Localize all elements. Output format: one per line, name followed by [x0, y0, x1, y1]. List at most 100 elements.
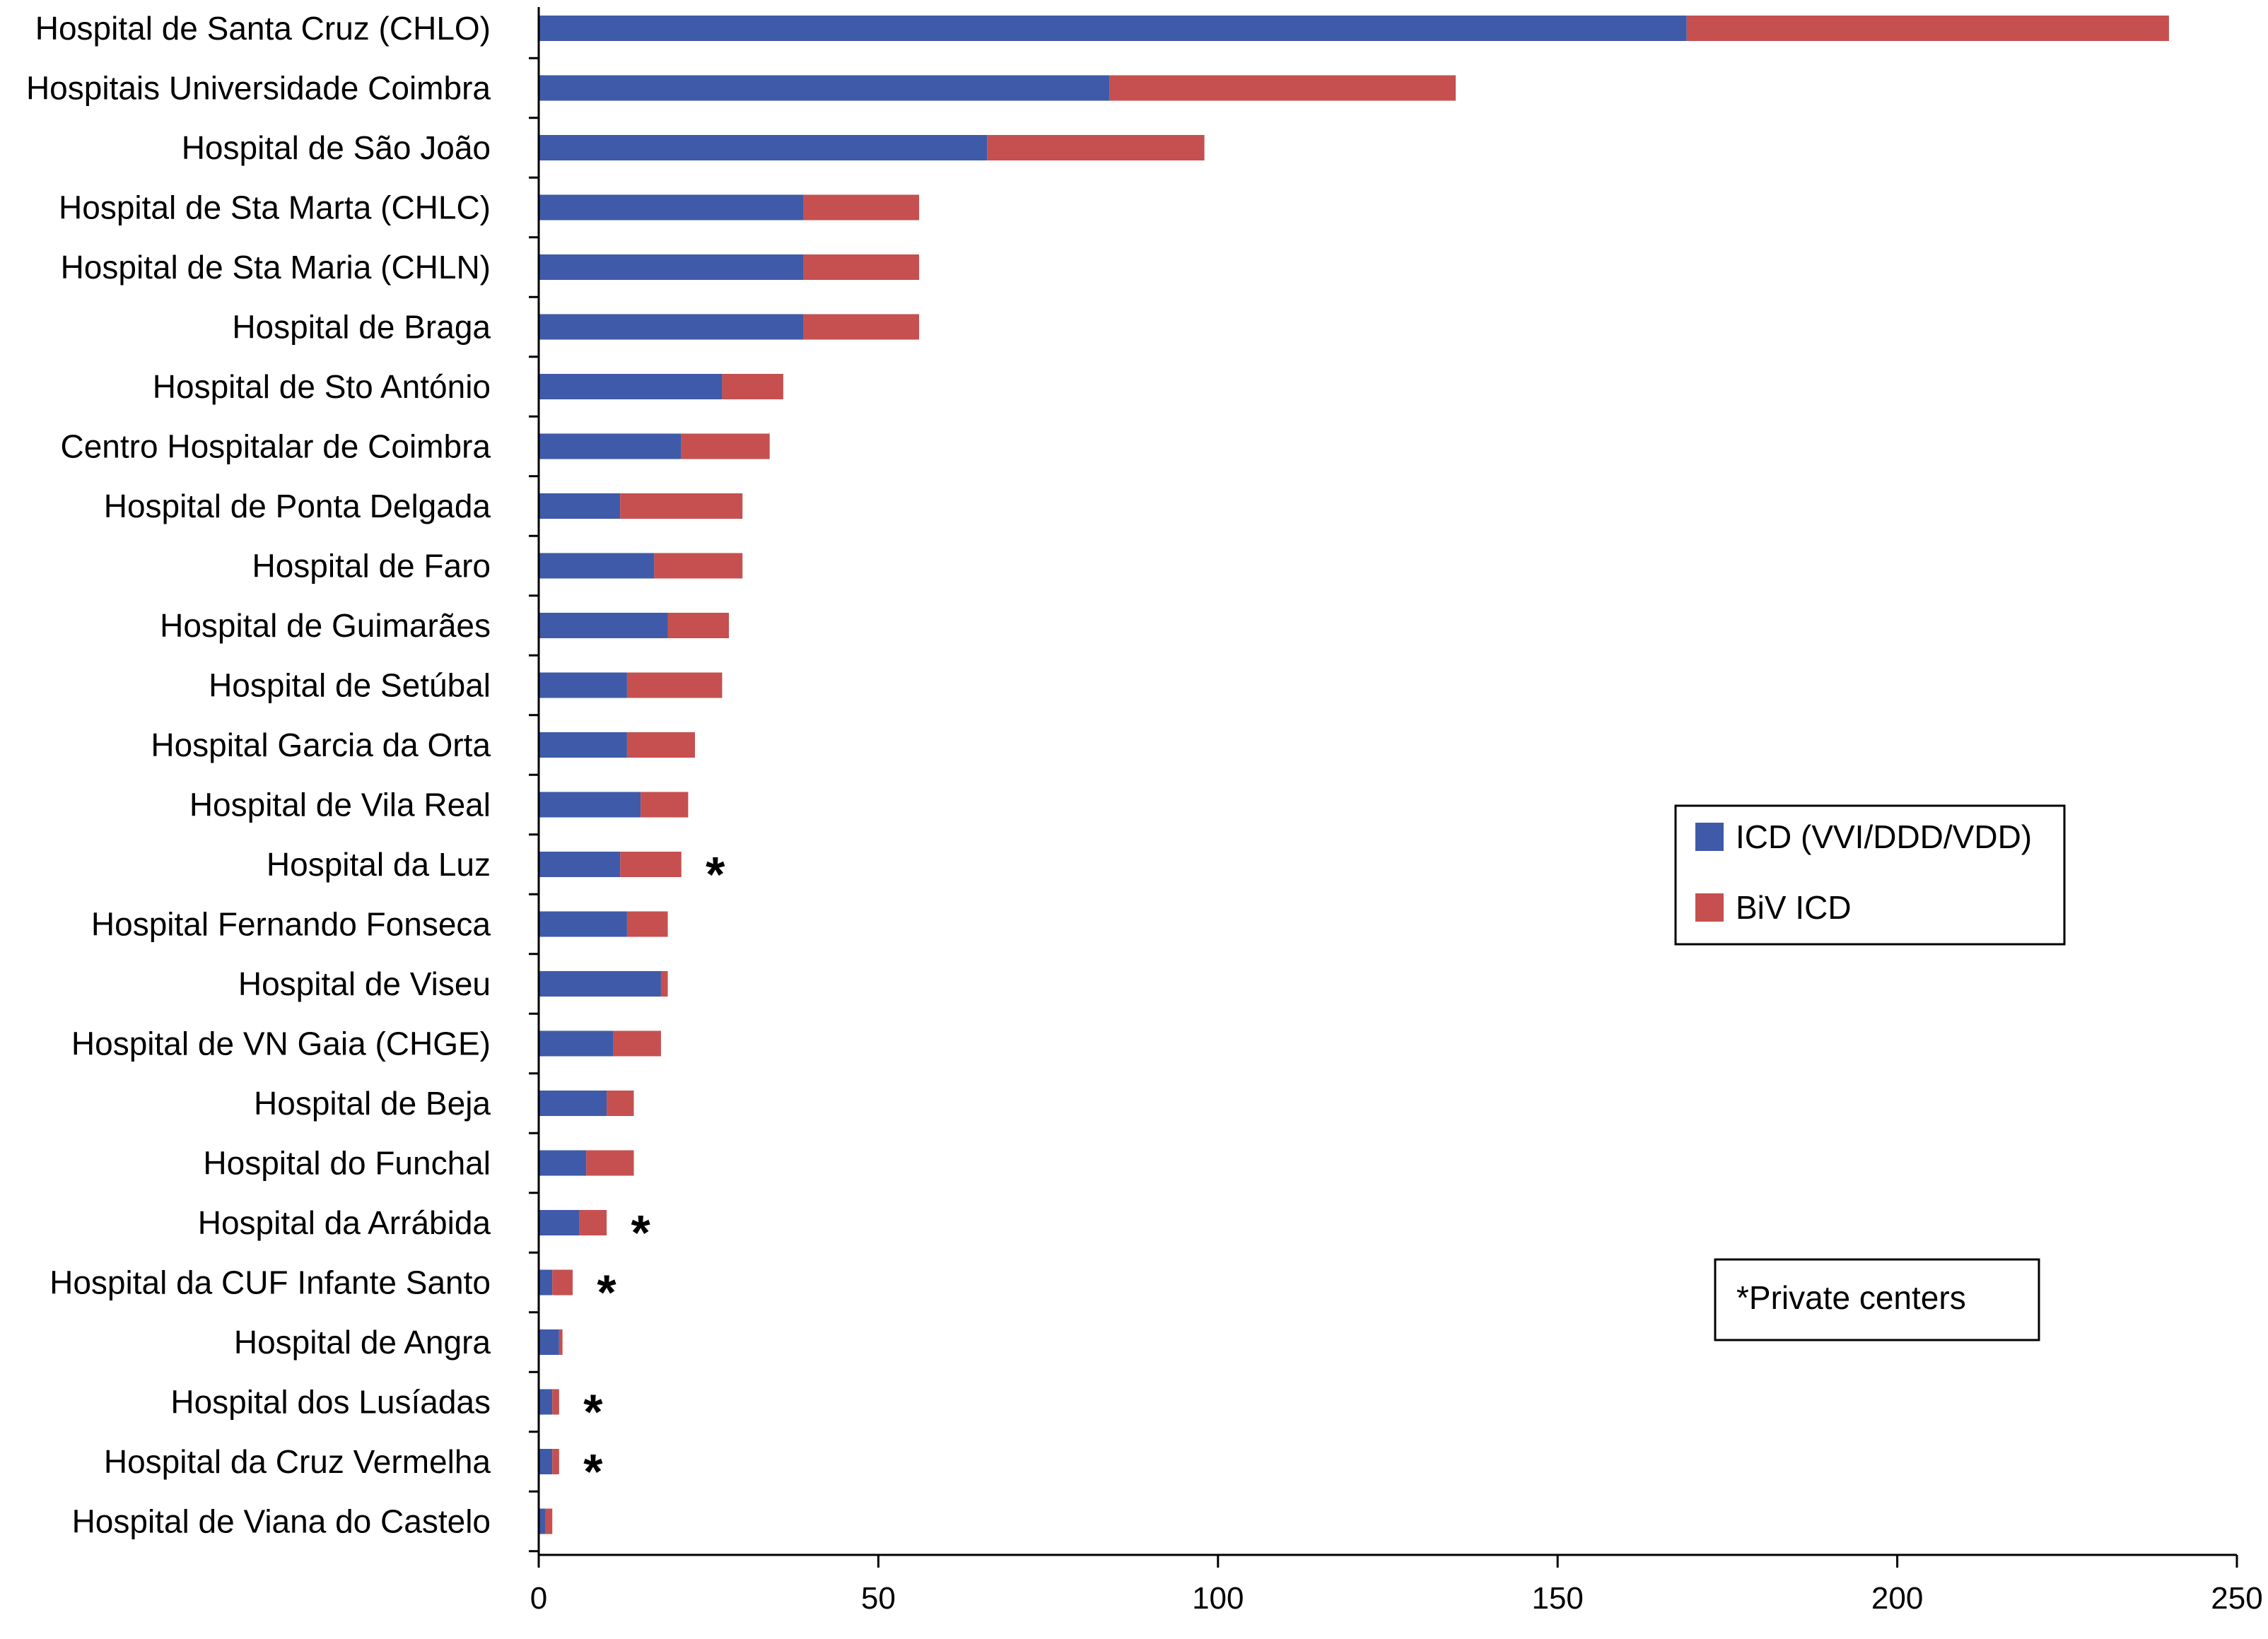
bar-hospital-garcia-da-orta-icd — [539, 732, 627, 758]
footnote-box: *Private centers — [1714, 1258, 2040, 1341]
bar-hospital-de-sao-joao-biv — [987, 135, 1205, 160]
category-label: Hospital de Vila Real — [189, 787, 491, 823]
legend-label-biv: BiV ICD — [1736, 889, 1852, 926]
x-tick-label: 150 — [1531, 1581, 1583, 1616]
axes: 0 50 100 150 200 250 — [529, 7, 2263, 1616]
category-label: Hospital do Funchal — [203, 1145, 491, 1182]
bar-hospital-de-faro-biv — [654, 553, 743, 579]
bar-hospital-de-vila-real-icd — [539, 792, 641, 818]
bar-hospital-de-setubal-biv — [626, 672, 723, 698]
category-label: Hospital de Viseu — [238, 965, 491, 1002]
bar-hospital-de-vila-real-biv — [641, 792, 689, 818]
category-label: Hospital de Sta Maria (CHLN) — [61, 249, 491, 286]
bar-hospital-de-braga-biv — [803, 314, 920, 340]
bar-hospital-da-arrabida-biv — [579, 1210, 607, 1235]
bar-hospital-de-braga-icd — [539, 314, 804, 340]
bar-hospital-do-funchal-icd — [539, 1150, 587, 1176]
category-label: Hospital de Sta Marta (CHLC) — [59, 189, 491, 226]
bar-hospital-do-funchal-biv — [586, 1150, 634, 1176]
bar-centro-hospitalar-de-coimbra-biv — [681, 433, 770, 459]
bar-centro-hospitalar-de-coimbra-icd — [539, 433, 682, 459]
bar-hospital-da-cuf-infante-santo-icd — [539, 1269, 553, 1296]
legend-label-icd: ICD (VVI/DDD/VDD) — [1736, 818, 2032, 855]
private-marker: * — [583, 1444, 603, 1499]
category-label: Hospital da CUF Infante Santo — [49, 1264, 491, 1301]
category-label: Centro Hospitalar de Coimbra — [61, 428, 491, 465]
private-marker: * — [583, 1385, 603, 1440]
category-label: Hospital de Faro — [252, 548, 491, 584]
bar-hospital-de-sao-joao-icd — [539, 135, 988, 160]
bar-hospital-de-sto-antonio-biv — [722, 374, 783, 399]
bar-hospital-de-guimaraes-icd — [539, 613, 668, 638]
bar-hospital-de-angra-biv — [559, 1329, 563, 1355]
category-label: Hospital de São João — [182, 129, 491, 166]
bar-hospital-da-cruz-vermelha-biv — [552, 1449, 559, 1474]
category-label: Hospital Fernando Fonseca — [91, 906, 491, 943]
footnote-border — [1714, 1258, 2040, 1341]
legend: ICD (VVI/DDD/VDD) BiV ICD — [1674, 804, 2066, 946]
category-label: Hospital da Luz — [267, 846, 491, 883]
bar-hospital-da-luz-biv — [620, 852, 682, 877]
bar-hospital-de-viana-do-castelo-icd — [539, 1508, 546, 1534]
category-labels: Hospital de Santa Cruz (CHLO) Hospitais U… — [26, 10, 491, 1540]
bar-hospital-garcia-da-orta-biv — [626, 732, 695, 758]
bar-hospital-dos-lusiadas-biv — [552, 1389, 559, 1415]
bar-hospital-fernando-fonseca-biv — [626, 911, 668, 937]
category-label: Hospital de Viana do Castelo — [72, 1503, 491, 1540]
bar-hospital-de-beja-biv — [607, 1091, 634, 1116]
bar-hospital-de-setubal-icd — [539, 672, 627, 698]
category-label: Hospital de Santa Cruz (CHLO) — [35, 10, 491, 47]
private-marker: * — [597, 1265, 616, 1320]
category-label: Hospital de Braga — [232, 309, 491, 346]
private-marker: * — [706, 847, 725, 902]
bar-hospital-de-sta-marta-chlc-icd — [539, 194, 804, 221]
category-label: Hospital de Ponta Delgada — [104, 488, 491, 524]
category-label: Hospital de Setúbal — [209, 667, 491, 704]
legend-box — [1674, 804, 2066, 946]
bar-hospital-da-cruz-vermelha-icd — [539, 1449, 553, 1474]
legend-swatch-biv — [1695, 893, 1724, 922]
bar-hospital-de-santa-cruz-chlo-biv — [1686, 16, 2169, 41]
bar-hospital-fernando-fonseca-icd — [539, 911, 627, 937]
x-tick-label: 100 — [1192, 1581, 1244, 1616]
bar-hospital-de-ponta-delgada-icd — [539, 493, 621, 519]
bar-hospitais-universidade-coimbra-icd — [539, 75, 1110, 101]
category-label: Hospital de VN Gaia (CHGE) — [71, 1026, 491, 1062]
category-label: Hospital dos Lusíadas — [170, 1384, 491, 1421]
private-marker: * — [631, 1205, 650, 1260]
bars-layer — [539, 16, 2169, 1534]
category-label: Hospital Garcia da Orta — [151, 727, 491, 763]
legend-swatch-icd — [1695, 823, 1724, 851]
bar-hospitais-universidade-coimbra-biv — [1109, 75, 1456, 101]
x-tick-label: 0 — [530, 1581, 547, 1616]
x-tick-label: 200 — [1871, 1581, 1923, 1616]
bar-hospital-de-viana-do-castelo-biv — [545, 1508, 553, 1534]
bar-hospital-de-viseu-biv — [660, 971, 668, 997]
category-label: Hospitais Universidade Coimbra — [26, 70, 491, 107]
bar-hospital-da-luz-icd — [539, 852, 621, 877]
bar-hospital-de-faro-icd — [539, 553, 655, 579]
bar-hospital-de-ponta-delgada-biv — [620, 493, 743, 519]
bar-hospital-da-cuf-infante-santo-biv — [552, 1269, 573, 1296]
x-tick-label: 50 — [861, 1581, 896, 1616]
bar-hospital-de-santa-cruz-chlo-icd — [539, 16, 1687, 41]
category-label: Hospital da Arrábida — [198, 1204, 491, 1241]
bar-hospital-de-sto-antonio-icd — [539, 374, 723, 399]
bar-hospital-de-viseu-icd — [539, 971, 661, 997]
footnote-text: *Private centers — [1736, 1279, 1966, 1316]
bar-hospital-de-sta-maria-chln-icd — [539, 254, 804, 280]
category-label: Hospital de Beja — [254, 1085, 491, 1122]
x-tick-label: 250 — [2211, 1581, 2262, 1616]
bar-hospital-da-arrabida-icd — [539, 1210, 580, 1235]
bar-hospital-de-guimaraes-biv — [667, 613, 730, 638]
bar-hospital-de-angra-icd — [539, 1329, 559, 1355]
category-label: Hospital da Cruz Vermelha — [104, 1443, 491, 1480]
category-label: Hospital de Sto António — [153, 368, 491, 405]
bar-hospital-dos-lusiadas-icd — [539, 1389, 553, 1415]
category-label: Hospital de Guimarães — [160, 607, 491, 644]
bar-hospital-de-sta-marta-chlc-biv — [803, 194, 920, 221]
bar-hospital-de-sta-maria-chln-biv — [803, 254, 920, 280]
private-markers: ***** — [583, 847, 725, 1499]
bar-hospital-de-vn-gaia-chge-icd — [539, 1030, 614, 1057]
